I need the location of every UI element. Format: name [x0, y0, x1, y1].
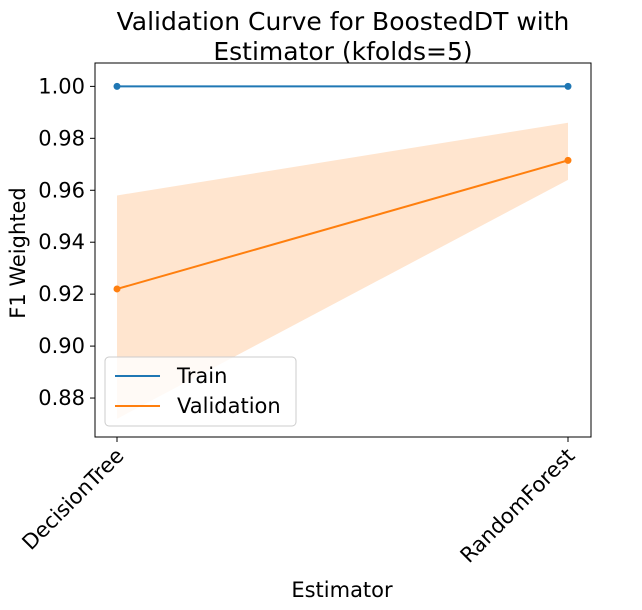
chart-title-line-1: Validation Curve for BoostedDT with	[117, 7, 570, 36]
confidence-band-validation	[117, 122, 568, 419]
y-tick-label: 0.92	[38, 282, 85, 306]
y-tick-label: 0.90	[38, 334, 85, 358]
chart-title-line-2: Estimator (kfolds=5)	[213, 37, 472, 66]
data-point-train-randomforest	[564, 82, 572, 90]
x-axis-ticks: DecisionTree RandomForest	[17, 437, 580, 568]
data-point-validation-randomforest	[564, 156, 572, 164]
y-tick-label: 0.98	[38, 126, 85, 150]
legend-label-validation: Validation	[177, 394, 281, 418]
y-tick-label: 0.96	[38, 178, 85, 202]
legend-box	[104, 356, 297, 427]
y-axis-ticks: 0.88 0.90 0.92 0.94 0.96 0.98 1.00	[38, 74, 95, 410]
y-axis-label: F1 Weighted	[6, 187, 30, 319]
x-axis-label: Estimator	[291, 578, 393, 602]
legend-label-train: Train	[176, 364, 227, 388]
series-line-validation	[116, 159, 569, 290]
series-points	[113, 82, 572, 293]
data-point-train-decisiontree	[113, 82, 121, 90]
plot-area-frame	[94, 62, 592, 438]
x-tick-label: RandomForest	[456, 444, 580, 568]
confidence-bands	[117, 122, 568, 419]
series-lines	[116, 85, 569, 290]
data-point-validation-decisiontree	[113, 285, 121, 293]
legend: Train Validation	[104, 356, 297, 427]
y-tick-label: 0.88	[38, 386, 85, 410]
x-tick-label: DecisionTree	[17, 444, 128, 555]
chart-title: Validation Curve for BoostedDT with Esti…	[117, 7, 570, 66]
y-tick-label: 1.00	[38, 74, 85, 98]
y-tick-label: 0.94	[38, 230, 85, 254]
